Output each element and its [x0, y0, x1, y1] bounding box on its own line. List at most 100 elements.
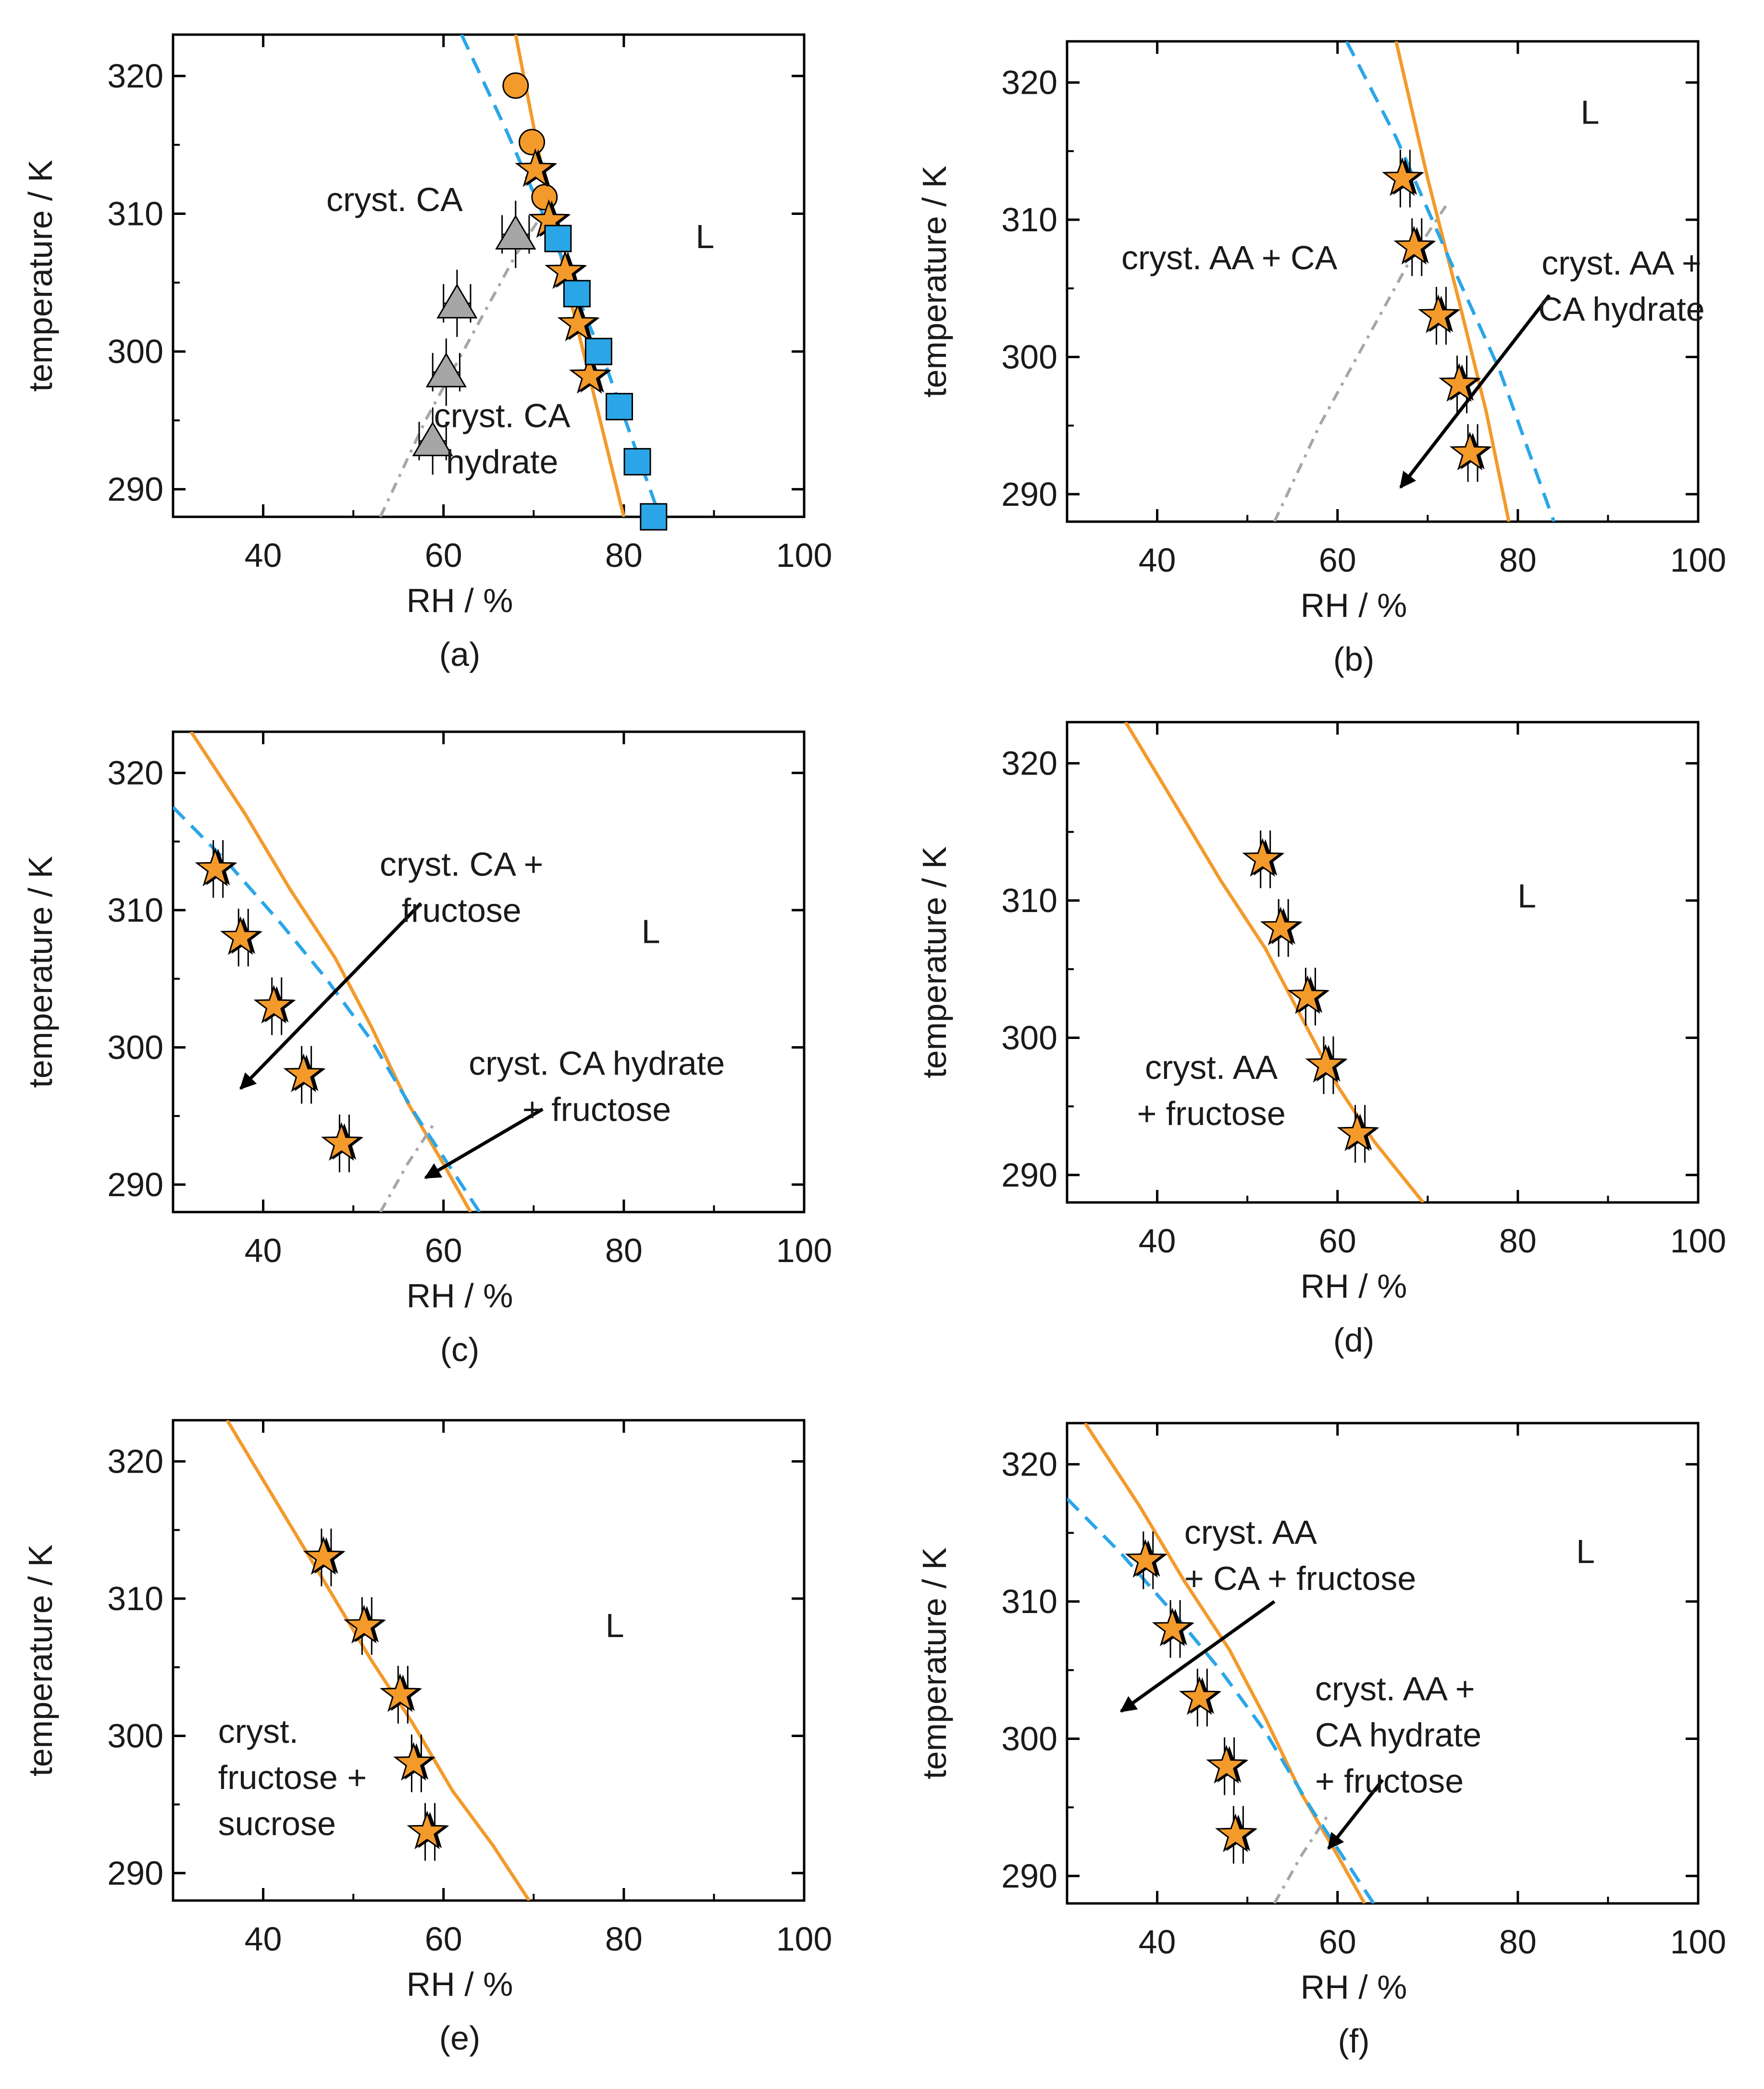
data-point-triangle: [425, 352, 467, 388]
x-axis-label: RH / %: [1301, 587, 1407, 624]
annotation-line: cryst. CA +: [380, 846, 543, 883]
x-axis-label: RH / %: [1301, 1968, 1407, 2006]
star-fill: [407, 1810, 447, 1850]
annotation-line: cryst. AA: [1184, 1514, 1317, 1551]
annotation-line: L: [1576, 1533, 1595, 1570]
y-axis-label: temperature / K: [916, 846, 953, 1078]
star-fill: [283, 1053, 324, 1092]
x-tick-label: 80: [605, 1232, 643, 1269]
data-point-star: [1242, 838, 1285, 877]
data-point-star: [253, 985, 296, 1024]
y-tick-label: 290: [1001, 1857, 1057, 1895]
annotation-line: hydrate: [446, 443, 558, 481]
y-tick-label: 290: [107, 1854, 163, 1892]
star-fill: [343, 1604, 385, 1644]
x-tick-label: 60: [425, 1232, 462, 1269]
data-point-triangle: [412, 421, 453, 456]
star-fill: [1287, 975, 1328, 1014]
annotation-text: cryst. AA + CA: [1121, 239, 1338, 276]
data-point-square: [544, 225, 572, 252]
plot-frame: [172, 1419, 806, 1902]
annotation-text: L: [1580, 93, 1599, 131]
plot-frame: [1066, 721, 1700, 1204]
star-fill: [545, 250, 585, 289]
annotation-line: cryst. AA: [1145, 1049, 1278, 1086]
x-tick-label: 40: [245, 537, 282, 574]
panel-caption: (d): [1333, 1321, 1375, 1359]
annotation-text: L: [606, 1607, 624, 1644]
star-fill: [1215, 1813, 1256, 1852]
star-fill: [1206, 1745, 1247, 1784]
star-fill: [1418, 294, 1459, 333]
star-fill: [321, 1122, 362, 1161]
panel-d: 40 60 80 100 290 300 310 320 RH / % temperature /…: [916, 721, 1726, 1359]
star-fill: [303, 1536, 344, 1575]
panel-caption: (a): [439, 636, 481, 673]
panel-caption: (e): [439, 2019, 481, 2057]
data-point-star: [557, 302, 600, 341]
y-axis-label: temperature / K: [916, 1547, 953, 1779]
annotation-text: L: [1517, 877, 1536, 914]
x-tick-label: 60: [1319, 541, 1356, 579]
annotation-line: fructose +: [218, 1759, 367, 1796]
data-point-square: [640, 503, 668, 531]
y-tick-label: 310: [107, 1580, 163, 1617]
y-axis-label: temperature / K: [916, 165, 953, 397]
annotation-arrow: [1399, 294, 1551, 489]
x-axis-label: RH / %: [1301, 1267, 1407, 1305]
data-point-star: [515, 148, 558, 187]
data-point-star: [303, 1536, 346, 1575]
annotation-line: + CA + fructose: [1184, 1560, 1416, 1597]
data-point-star: [407, 1810, 449, 1850]
data-point-star: [1215, 1813, 1258, 1852]
data-point-star: [1382, 157, 1425, 196]
x-tick-label: 100: [776, 537, 832, 574]
y-tick-label: 310: [1001, 201, 1057, 238]
annotation-arrow: [1119, 1600, 1276, 1713]
annotation-line: cryst.: [218, 1713, 298, 1750]
curve-group: [1273, 41, 1556, 522]
x-tick-label: 40: [1139, 541, 1176, 579]
y-tick-label: 300: [1001, 1019, 1057, 1056]
data-point-circle: [519, 129, 546, 156]
x-tick-label: 80: [605, 537, 643, 574]
y-tick-label: 320: [1001, 1446, 1057, 1483]
x-tick-label: 40: [1139, 1923, 1176, 1961]
data-point-square: [563, 280, 591, 308]
annotation-text: cryst. AA + CA hydrate: [1538, 244, 1704, 328]
annotation-line: L: [696, 218, 714, 255]
plot-frame: [172, 33, 806, 518]
annotation-line: CA hydrate: [1315, 1716, 1481, 1754]
curve-orange-solid: [1394, 41, 1511, 522]
data-point-star: [379, 1673, 422, 1712]
annotation-line: cryst. CA: [434, 397, 571, 435]
plot-frame: [1066, 1422, 1700, 1905]
curve-orange-solid: [189, 732, 472, 1212]
x-tick-label: 40: [245, 1232, 282, 1269]
x-tick-label: 60: [1319, 1222, 1356, 1260]
y-tick-label: 290: [1001, 1156, 1057, 1194]
annotation-line: cryst. AA + CA: [1121, 239, 1338, 276]
panel-e: 40 60 80 100 290 300 310 320 RH / % temperature /…: [22, 1419, 832, 2057]
y-tick-label: 310: [1001, 1583, 1057, 1620]
y-tick-label: 320: [1001, 64, 1057, 101]
data-point-star: [569, 355, 612, 394]
curve-grey-dashdot: [379, 1122, 436, 1212]
y-tick-label: 290: [107, 471, 163, 508]
annotation-line: + fructose: [1137, 1095, 1285, 1132]
curve-blue-dashed: [1345, 41, 1556, 522]
data-point-star: [1179, 1676, 1222, 1715]
x-tick-label: 40: [245, 1920, 282, 1958]
data-point-star: [545, 250, 587, 289]
star-fill: [379, 1673, 421, 1712]
star-fill: [1125, 1539, 1166, 1578]
data-point-star: [1152, 1607, 1194, 1647]
y-axis-label: temperature / K: [22, 856, 59, 1088]
data-point-star: [1206, 1745, 1249, 1784]
data-point-star: [393, 1742, 436, 1781]
star-fill: [1152, 1607, 1193, 1647]
annotation-text: cryst. CA + fructose: [380, 846, 543, 929]
panel-f: 40 60 80 100 290 300 310 320 RH / % temperature /…: [916, 1422, 1726, 2060]
annotation-text: L: [696, 218, 714, 255]
y-tick-label: 320: [107, 1443, 163, 1480]
